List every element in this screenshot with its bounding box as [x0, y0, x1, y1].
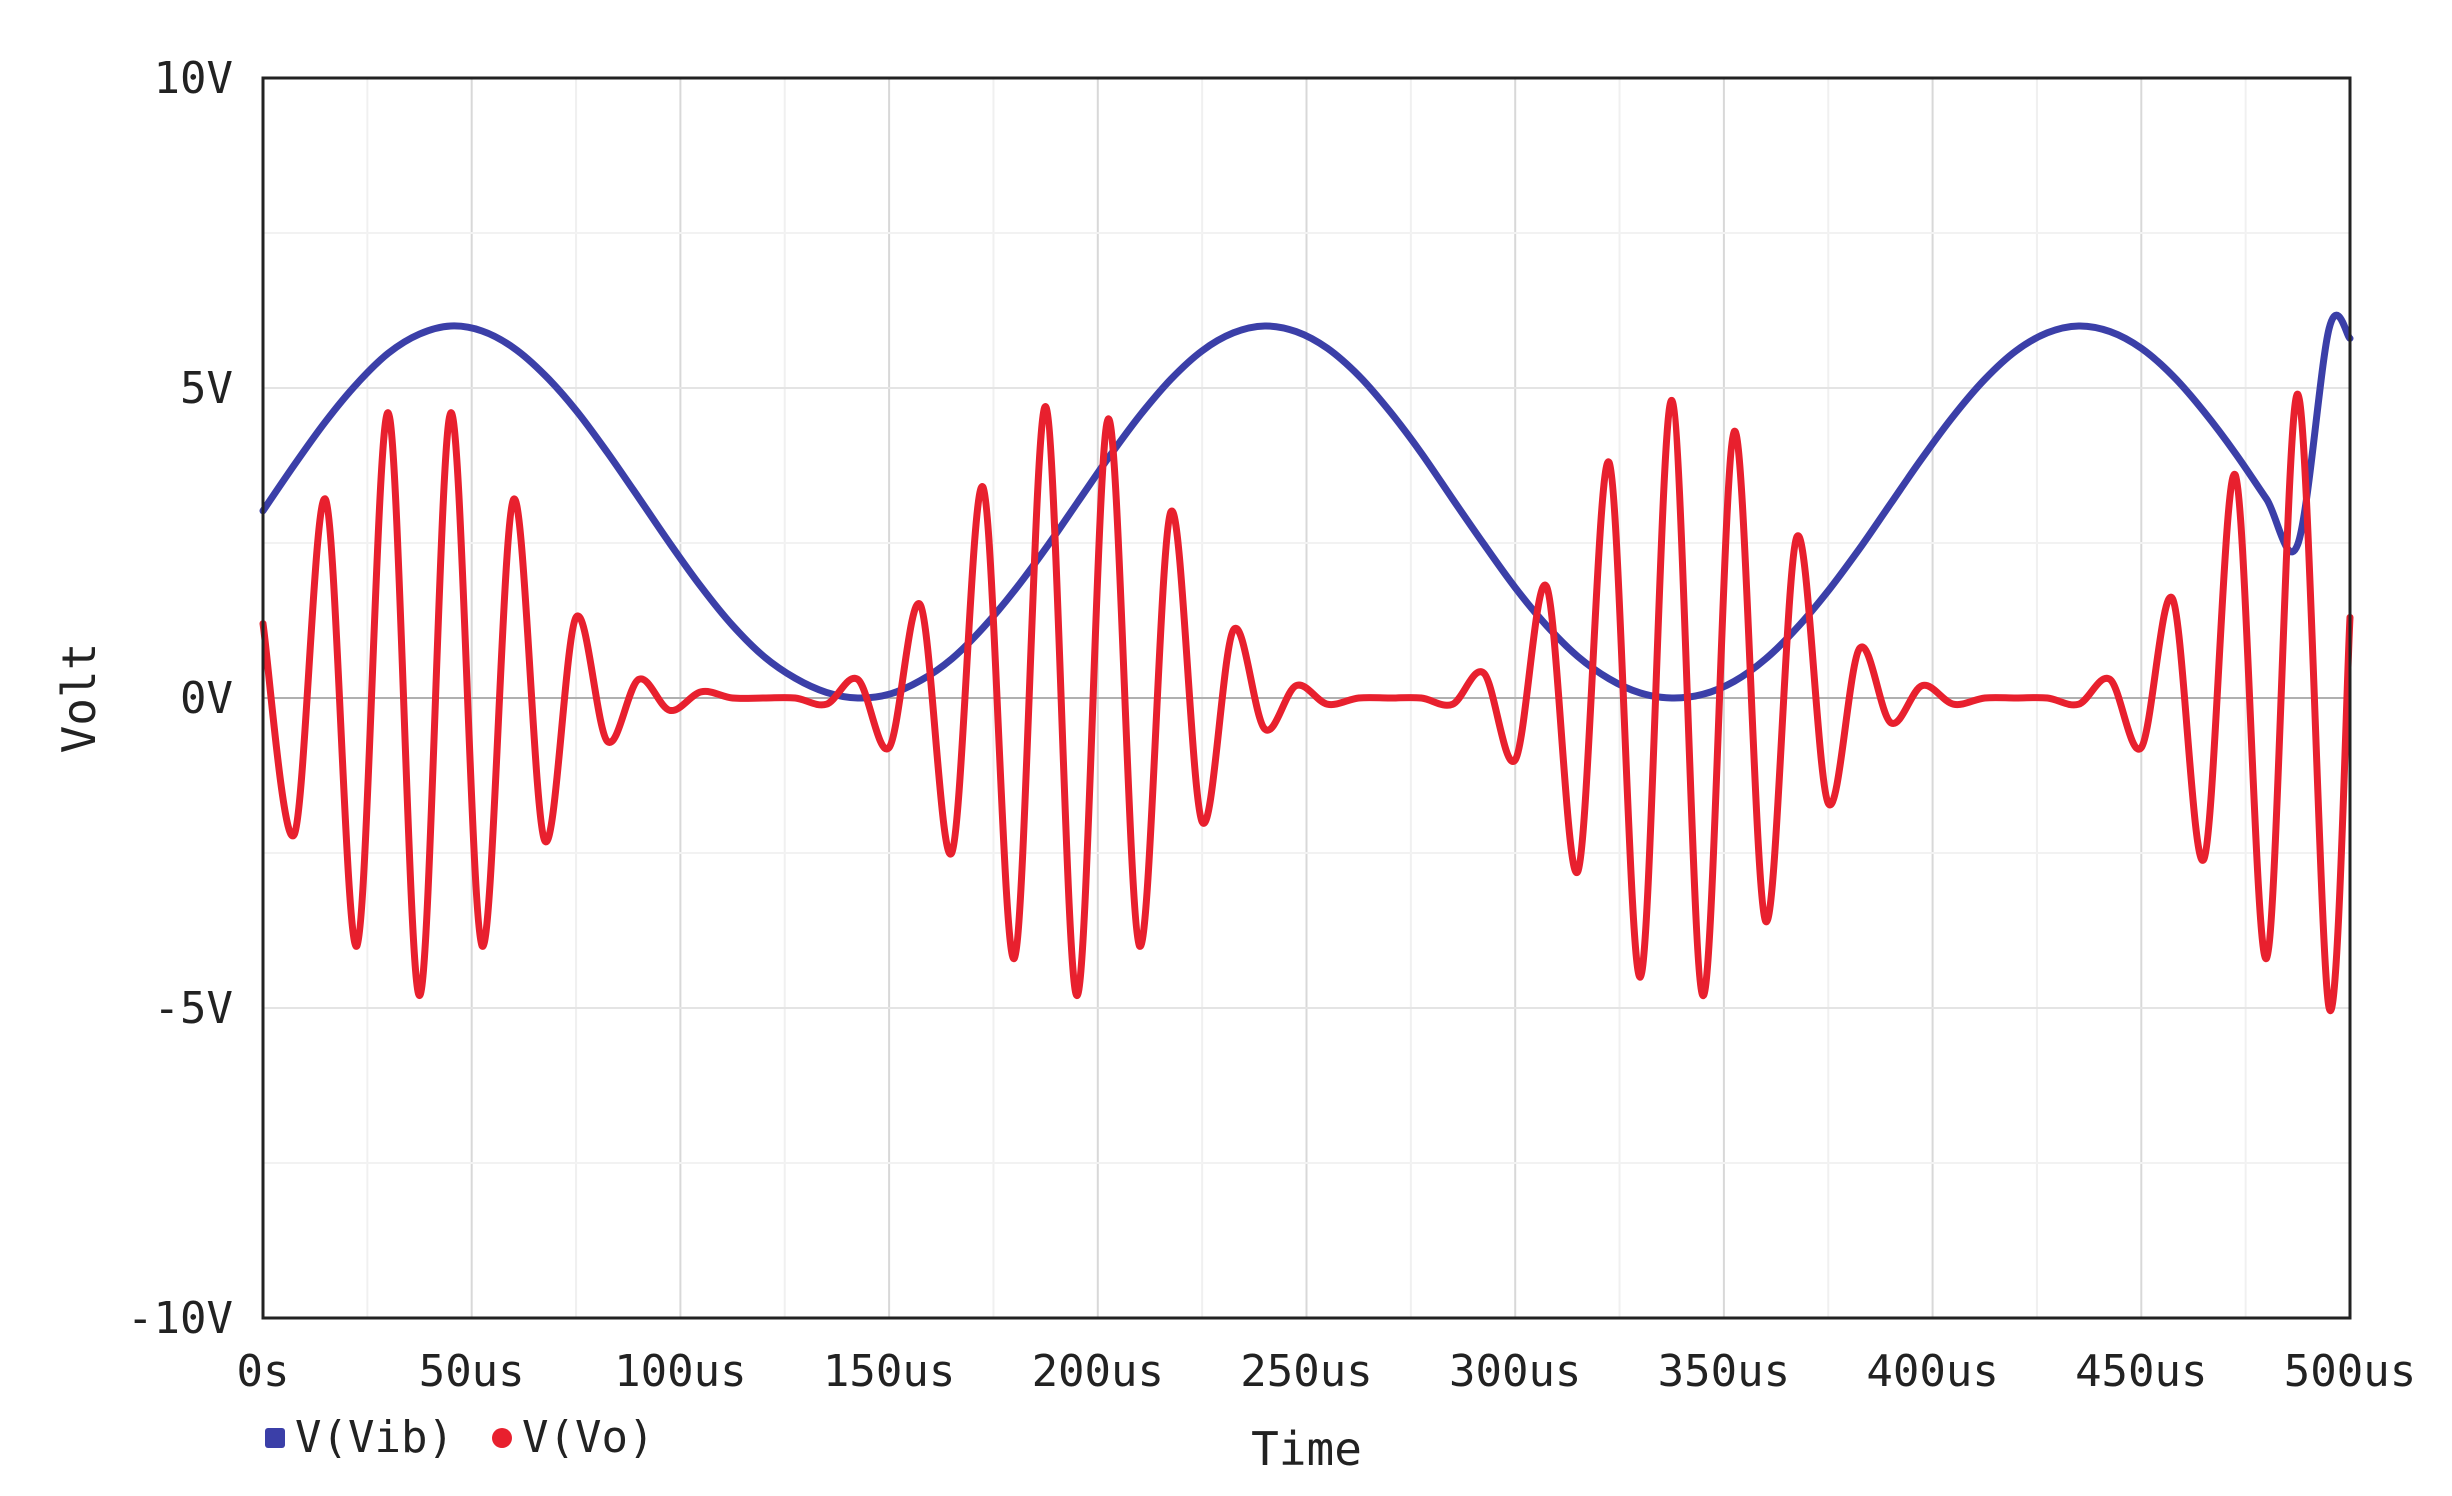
legend: V(Vib) V(Vo): [265, 1412, 654, 1463]
x-axis-title: Time: [1251, 1422, 1362, 1476]
y-tick-label: -10V: [127, 1293, 233, 1344]
legend-marker-1: [265, 1428, 285, 1448]
x-tick-label: 500us: [2284, 1346, 2416, 1397]
x-tick-label: 350us: [1658, 1346, 1790, 1397]
series-line-1: [259, 311, 2354, 702]
x-tick-label: 0s: [237, 1346, 290, 1397]
y-tick-label: 5V: [180, 363, 233, 414]
x-tick-label: 150us: [823, 1346, 955, 1397]
x-tick-label: 200us: [1032, 1346, 1164, 1397]
series-layer: [259, 311, 2354, 1015]
y-tick-label: 10V: [154, 53, 233, 104]
plot-frame: [261, 76, 2352, 1320]
y-tick-label: -5V: [154, 983, 233, 1034]
legend-label-2: V(Vo): [522, 1412, 654, 1463]
x-tick-label: 100us: [614, 1346, 746, 1397]
series-line-2: [259, 390, 2354, 1015]
x-tick-labels: 0s 50us 100us 150us 200us 250us 300us 350us 400u…: [237, 1346, 2417, 1397]
x-tick-label: 250us: [1240, 1346, 1372, 1397]
legend-label-1: V(Vib): [295, 1412, 454, 1463]
legend-marker-2: [492, 1428, 512, 1448]
x-tick-label: 400us: [1866, 1346, 1998, 1397]
y-axis-title: Volt: [52, 643, 106, 754]
x-tick-label: 450us: [2075, 1346, 2207, 1397]
x-tick-label: 300us: [1449, 1346, 1581, 1397]
y-tick-labels: 10V 5V 0V -5V -10V: [127, 53, 233, 1344]
y-tick-label: 0V: [180, 673, 233, 724]
x-tick-label: 50us: [419, 1346, 525, 1397]
